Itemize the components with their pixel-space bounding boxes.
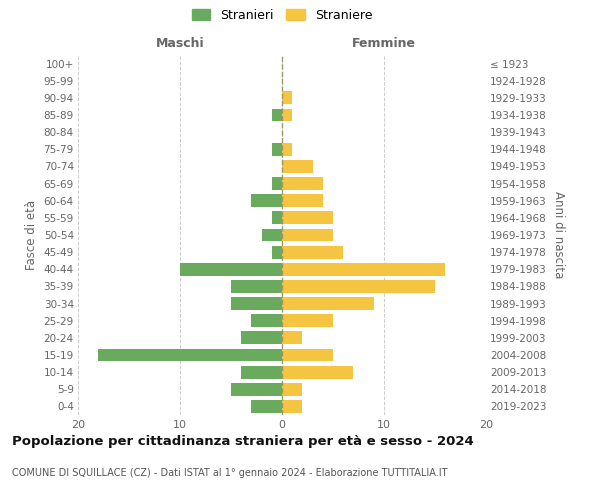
Bar xyxy=(251,314,282,327)
Bar xyxy=(282,212,333,224)
Bar xyxy=(272,108,282,122)
Bar xyxy=(282,160,313,173)
Bar xyxy=(272,246,282,258)
Bar xyxy=(282,92,292,104)
Text: Maschi: Maschi xyxy=(155,37,205,50)
Bar xyxy=(272,177,282,190)
Y-axis label: Anni di nascita: Anni di nascita xyxy=(553,192,565,278)
Bar xyxy=(241,366,282,378)
Legend: Stranieri, Straniere: Stranieri, Straniere xyxy=(189,6,375,24)
Bar xyxy=(282,348,333,362)
Text: Popolazione per cittadinanza straniera per età e sesso - 2024: Popolazione per cittadinanza straniera p… xyxy=(12,435,474,448)
Bar xyxy=(231,297,282,310)
Bar xyxy=(282,297,374,310)
Bar xyxy=(98,348,282,362)
Text: COMUNE DI SQUILLACE (CZ) - Dati ISTAT al 1° gennaio 2024 - Elaborazione TUTTITAL: COMUNE DI SQUILLACE (CZ) - Dati ISTAT al… xyxy=(12,468,448,477)
Bar xyxy=(282,143,292,156)
Bar xyxy=(282,246,343,258)
Bar xyxy=(251,194,282,207)
Bar xyxy=(251,400,282,413)
Bar xyxy=(231,383,282,396)
Bar xyxy=(272,212,282,224)
Bar xyxy=(180,263,282,276)
Bar xyxy=(282,400,302,413)
Y-axis label: Fasce di età: Fasce di età xyxy=(25,200,38,270)
Bar xyxy=(282,383,302,396)
Bar xyxy=(282,177,323,190)
Bar xyxy=(282,280,435,293)
Text: Femmine: Femmine xyxy=(352,37,416,50)
Bar xyxy=(241,332,282,344)
Bar xyxy=(282,263,445,276)
Bar xyxy=(262,228,282,241)
Bar xyxy=(231,280,282,293)
Bar xyxy=(272,143,282,156)
Bar xyxy=(282,366,353,378)
Bar xyxy=(282,332,302,344)
Bar xyxy=(282,314,333,327)
Bar xyxy=(282,108,292,122)
Bar xyxy=(282,194,323,207)
Bar xyxy=(282,228,333,241)
